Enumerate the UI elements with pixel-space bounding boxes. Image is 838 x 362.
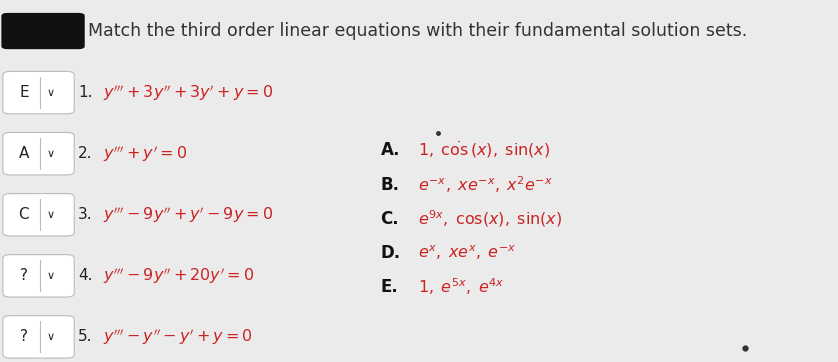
Text: ∨: ∨	[47, 210, 55, 220]
Text: A.: A.	[380, 142, 400, 160]
Text: 4.: 4.	[78, 268, 92, 283]
Text: A: A	[18, 146, 29, 161]
FancyBboxPatch shape	[3, 132, 75, 175]
Text: $1, \;\dot{\cos}(x), \;\sin(x)$: $1, \;\dot{\cos}(x), \;\sin(x)$	[418, 140, 551, 160]
Text: C.: C.	[380, 210, 399, 228]
Text: $e^{-x},\; xe^{-x},\; x^2e^{-x}$: $e^{-x},\; xe^{-x},\; x^2e^{-x}$	[418, 174, 553, 195]
Text: 2.: 2.	[78, 146, 92, 161]
Text: ∨: ∨	[47, 271, 55, 281]
Text: $y^{\prime\prime\prime} - 9y^{\prime\prime} + 20y^{\prime} = 0$: $y^{\prime\prime\prime} - 9y^{\prime\pri…	[103, 266, 254, 286]
Text: 5.: 5.	[78, 329, 92, 344]
Text: B.: B.	[380, 176, 400, 194]
Text: ?: ?	[20, 329, 28, 344]
Text: E: E	[19, 85, 28, 100]
FancyBboxPatch shape	[3, 254, 75, 297]
Text: 3.: 3.	[78, 207, 92, 222]
Text: E.: E.	[380, 278, 398, 296]
FancyBboxPatch shape	[3, 194, 75, 236]
Text: ∨: ∨	[47, 149, 55, 159]
Text: C: C	[18, 207, 29, 222]
Text: $y^{\prime\prime\prime} - y^{\prime\prime} - y^{\prime} + y = 0$: $y^{\prime\prime\prime} - y^{\prime\prim…	[103, 327, 252, 347]
FancyBboxPatch shape	[3, 316, 75, 358]
Text: D.: D.	[380, 244, 401, 262]
FancyBboxPatch shape	[3, 71, 75, 114]
Text: ?: ?	[20, 268, 28, 283]
Text: Match the third order linear equations with their fundamental solution sets.: Match the third order linear equations w…	[88, 22, 747, 40]
Text: $y^{\prime\prime\prime} - 9y^{\prime\prime} + y^{\prime} - 9y = 0$: $y^{\prime\prime\prime} - 9y^{\prime\pri…	[103, 205, 273, 225]
Text: ∨: ∨	[47, 332, 55, 342]
Text: $y^{\prime\prime\prime} + y^{\prime} = 0$: $y^{\prime\prime\prime} + y^{\prime} = 0…	[103, 144, 187, 164]
FancyBboxPatch shape	[2, 13, 85, 49]
Text: 1.: 1.	[78, 85, 92, 100]
Text: $e^{x},\; xe^{x},\; e^{-x}$: $e^{x},\; xe^{x},\; e^{-x}$	[418, 244, 516, 262]
Text: $e^{9x},\; \cos(x),\; \sin(x)$: $e^{9x},\; \cos(x),\; \sin(x)$	[418, 209, 562, 229]
Text: ∨: ∨	[47, 88, 55, 98]
Text: $y^{\prime\prime\prime} + 3y^{\prime\prime} + 3y^{\prime} + y = 0$: $y^{\prime\prime\prime} + 3y^{\prime\pri…	[103, 83, 273, 103]
Text: $1,\; e^{5x},\; e^{4x}$: $1,\; e^{5x},\; e^{4x}$	[418, 277, 504, 297]
